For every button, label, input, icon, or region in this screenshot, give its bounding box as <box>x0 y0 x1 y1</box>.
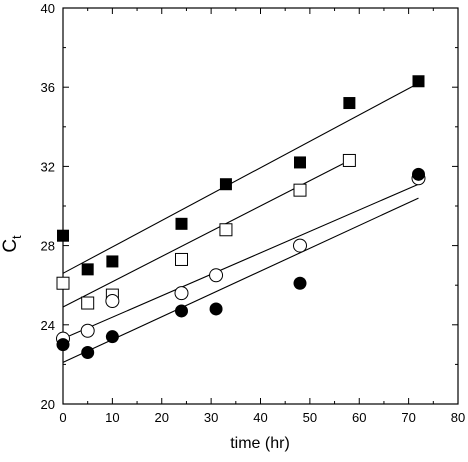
y-tick-label: 20 <box>41 397 55 412</box>
x-tick-label: 50 <box>303 410 317 425</box>
point-open-square <box>56 276 70 290</box>
y-tick-label: 36 <box>41 80 55 95</box>
point-open-square <box>293 183 307 197</box>
y-tick-label: 32 <box>41 159 55 174</box>
point-filled-circle <box>81 346 95 360</box>
point-open-square <box>175 252 188 266</box>
point-open-circle <box>293 238 307 253</box>
point-open-circle <box>174 286 189 301</box>
point-filled-circle <box>175 304 188 318</box>
x-tick-label: 10 <box>105 410 119 425</box>
axis-ticks: 0 10 20 30 40 50 60 70 80 20 24 28 32 36 40 <box>41 1 466 425</box>
point-filled-square <box>175 217 188 230</box>
point-filled-square <box>106 255 119 268</box>
point-open-circle <box>209 268 224 283</box>
fit-line-filled-circle <box>62 197 419 363</box>
point-filled-circle <box>56 338 70 352</box>
point-open-circle <box>80 323 95 338</box>
fit-line-filled-square <box>62 82 419 274</box>
y-tick-label: 24 <box>41 318 55 333</box>
x-tick-label: 30 <box>204 410 218 425</box>
x-tick-label: 20 <box>155 410 169 425</box>
x-tick-label: 80 <box>451 410 465 425</box>
fit-line-open-square <box>62 159 350 308</box>
point-filled-square <box>57 229 69 242</box>
point-open-square <box>219 223 233 237</box>
x-axis-label: time (hr) <box>230 435 290 452</box>
y-tick-label: 40 <box>41 1 55 16</box>
point-filled-circle <box>105 330 119 344</box>
point-filled-square <box>81 263 94 276</box>
y-tick-label: 28 <box>41 239 55 254</box>
point-filled-square <box>412 75 425 88</box>
fit-line-open-circle <box>62 183 419 340</box>
point-open-square <box>342 153 356 167</box>
point-open-circle <box>105 294 120 309</box>
fit-lines <box>62 82 419 363</box>
y-axis-label-subscript: t <box>9 235 24 239</box>
y-axis-label-main: C <box>0 239 21 253</box>
x-tick-label: 60 <box>352 410 366 425</box>
point-filled-square <box>219 178 232 191</box>
point-filled-circle <box>412 167 425 181</box>
x-tick-label: 70 <box>401 410 415 425</box>
point-filled-square <box>343 97 356 110</box>
x-tick-label: 40 <box>253 410 267 425</box>
point-open-square <box>81 296 95 310</box>
point-filled-circle <box>293 276 307 290</box>
x-tick-label: 0 <box>59 410 66 425</box>
y-axis-label: Ct <box>0 235 24 253</box>
point-filled-circle <box>209 302 223 316</box>
data-markers <box>56 75 426 360</box>
point-filled-square <box>294 156 306 169</box>
